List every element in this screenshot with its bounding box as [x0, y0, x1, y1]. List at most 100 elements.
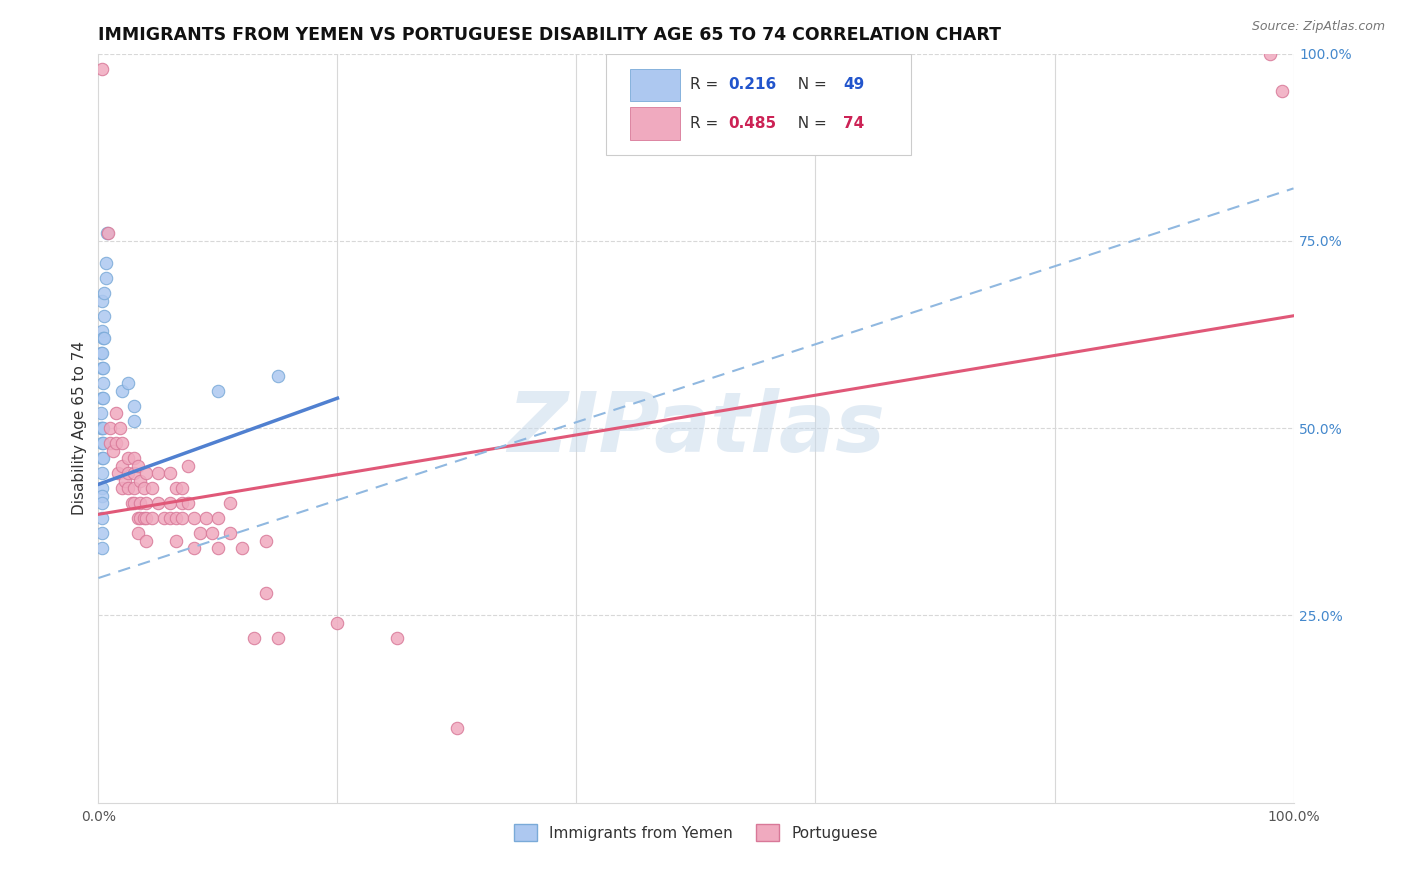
- Point: [254, 533, 277, 548]
- Point: [177, 458, 200, 473]
- Point: [231, 541, 253, 555]
- Point: [172, 481, 194, 495]
- Point: [129, 474, 152, 488]
- Point: [101, 443, 124, 458]
- Point: [108, 421, 131, 435]
- Point: [91, 293, 114, 308]
- Text: 0.216: 0.216: [728, 78, 776, 93]
- Point: [127, 526, 149, 541]
- Point: [153, 511, 176, 525]
- Point: [105, 406, 128, 420]
- Point: [195, 511, 218, 525]
- Text: Source: ZipAtlas.com: Source: ZipAtlas.com: [1251, 20, 1385, 33]
- Point: [91, 376, 114, 391]
- Point: [159, 496, 181, 510]
- Point: [117, 481, 139, 495]
- Point: [183, 541, 205, 555]
- Point: [107, 466, 129, 480]
- Point: [91, 421, 114, 435]
- Point: [90, 346, 112, 360]
- Point: [93, 309, 115, 323]
- Point: [91, 62, 114, 76]
- Point: [135, 511, 157, 525]
- Point: [91, 496, 114, 510]
- Point: [219, 496, 242, 510]
- Text: N =: N =: [787, 78, 831, 93]
- Point: [159, 511, 181, 525]
- Point: [446, 721, 468, 735]
- FancyBboxPatch shape: [606, 54, 911, 154]
- FancyBboxPatch shape: [630, 69, 681, 102]
- Point: [94, 256, 117, 270]
- Point: [201, 526, 224, 541]
- Point: [129, 496, 152, 510]
- Y-axis label: Disability Age 65 to 74: Disability Age 65 to 74: [72, 341, 87, 516]
- Point: [93, 331, 115, 345]
- Text: N =: N =: [787, 116, 831, 131]
- Point: [183, 511, 205, 525]
- Text: 49: 49: [844, 78, 865, 93]
- Point: [1271, 84, 1294, 98]
- Point: [91, 421, 114, 435]
- Point: [91, 526, 114, 541]
- Point: [219, 526, 242, 541]
- Point: [96, 227, 118, 241]
- Point: [91, 361, 114, 376]
- Point: [98, 421, 122, 435]
- Point: [97, 227, 120, 241]
- Point: [91, 331, 114, 345]
- FancyBboxPatch shape: [630, 107, 681, 140]
- Point: [243, 631, 266, 645]
- Point: [127, 458, 149, 473]
- Point: [105, 436, 128, 450]
- Point: [207, 384, 229, 398]
- Point: [90, 421, 112, 435]
- Point: [98, 436, 122, 450]
- Point: [159, 466, 181, 480]
- Point: [91, 436, 114, 450]
- Point: [91, 541, 114, 555]
- Point: [117, 466, 139, 480]
- Point: [165, 511, 187, 525]
- Point: [127, 511, 149, 525]
- Point: [114, 474, 136, 488]
- Point: [91, 451, 114, 466]
- Point: [177, 496, 200, 510]
- Point: [141, 481, 163, 495]
- Point: [129, 511, 152, 525]
- Point: [267, 368, 290, 383]
- Point: [111, 436, 134, 450]
- Point: [124, 451, 146, 466]
- Point: [91, 391, 114, 405]
- Point: [91, 481, 114, 495]
- Point: [94, 271, 117, 285]
- Point: [141, 511, 163, 525]
- Point: [132, 481, 155, 495]
- Point: [172, 511, 194, 525]
- Point: [326, 615, 349, 630]
- Point: [135, 466, 157, 480]
- Point: [148, 496, 170, 510]
- Point: [135, 533, 157, 548]
- Point: [91, 436, 114, 450]
- Point: [124, 496, 146, 510]
- Point: [91, 451, 114, 466]
- Point: [148, 466, 170, 480]
- Point: [111, 384, 134, 398]
- Point: [207, 511, 229, 525]
- Text: 0.485: 0.485: [728, 116, 776, 131]
- Text: R =: R =: [690, 78, 723, 93]
- Text: IMMIGRANTS FROM YEMEN VS PORTUGUESE DISABILITY AGE 65 TO 74 CORRELATION CHART: IMMIGRANTS FROM YEMEN VS PORTUGUESE DISA…: [98, 26, 1001, 44]
- Point: [124, 399, 146, 413]
- Point: [111, 481, 134, 495]
- Text: ZIPatlas: ZIPatlas: [508, 388, 884, 468]
- Point: [267, 631, 290, 645]
- Point: [165, 533, 187, 548]
- Point: [254, 586, 277, 600]
- Point: [121, 496, 143, 510]
- Point: [91, 324, 114, 338]
- Point: [188, 526, 211, 541]
- Point: [132, 511, 155, 525]
- Point: [385, 631, 409, 645]
- Point: [91, 346, 114, 360]
